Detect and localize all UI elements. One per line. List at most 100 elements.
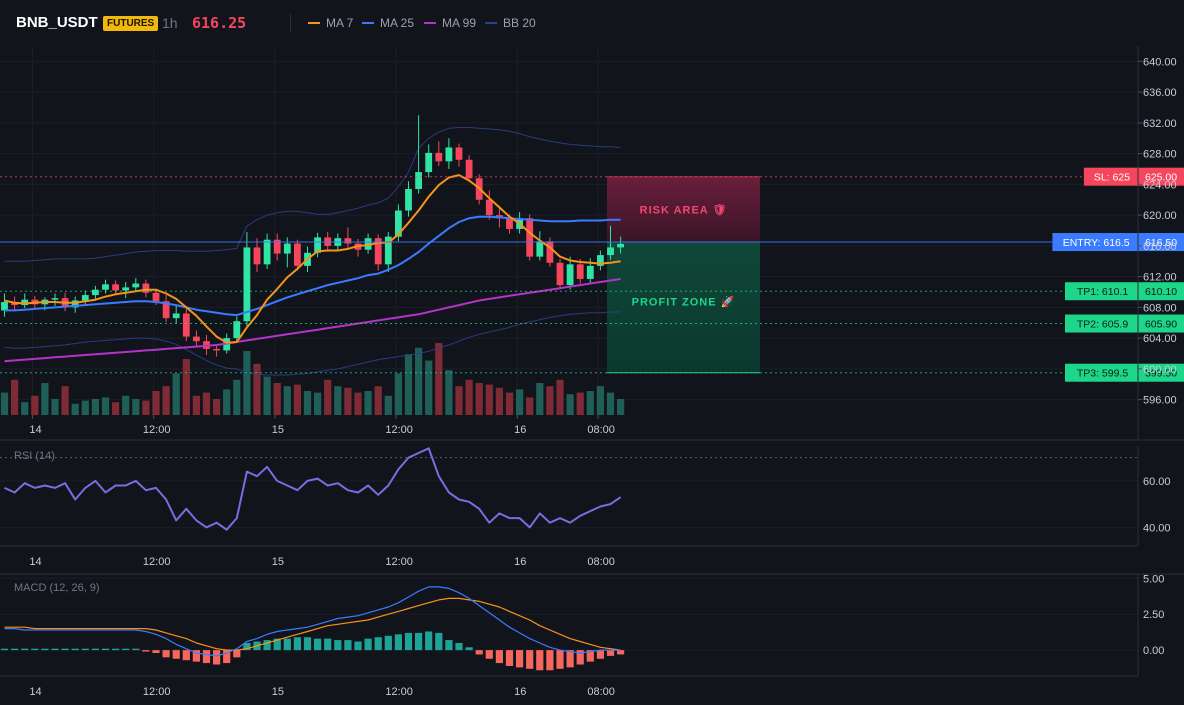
volume-bar [253,363,261,415]
legend-ma7[interactable]: MA 7 [308,16,353,30]
macd-histogram-bar [303,637,312,651]
candle[interactable] [324,232,332,251]
candle[interactable] [233,316,241,343]
volume-bar [495,387,503,415]
sl-price-box [1138,167,1184,186]
candle[interactable] [344,227,352,249]
macd-x-tick-label: 16 [514,686,526,698]
candle-body [51,298,59,300]
candle[interactable] [485,190,493,220]
candle[interactable] [112,280,119,296]
profit-zone-label: PROFIT ZONE 🚀 [632,295,736,308]
macd-x-tick-label: 12:00 [143,686,171,698]
candle[interactable] [384,232,392,273]
legend-ma99[interactable]: MA 99 [424,16,476,30]
macd-x-tick-label: 14 [29,686,41,698]
candle[interactable] [172,305,180,324]
candle[interactable] [51,293,59,306]
volume-bar [223,389,231,415]
tp-tag-box[interactable] [1065,282,1140,301]
tp-tag-box[interactable] [1065,363,1140,382]
candle[interactable] [576,258,584,284]
candle[interactable] [182,308,190,342]
volume-bar [101,397,110,415]
volume-bar [344,387,352,415]
candle[interactable] [243,232,251,326]
candle[interactable] [435,141,443,166]
volume-bar [0,392,9,415]
candle-body [273,239,281,254]
candle[interactable] [122,282,130,299]
symbol-label[interactable]: BNB_USDT [16,14,98,31]
candle[interactable] [193,330,200,348]
candle[interactable] [81,290,89,306]
volume-bar [273,383,281,415]
volume-bar [334,386,342,415]
candle[interactable] [142,279,150,298]
volume-bar [303,391,312,415]
candle[interactable] [374,234,382,271]
candle[interactable] [21,293,29,309]
macd-y-tick-label: 5.00 [1143,573,1164,585]
y-tick-label: 640.00 [1143,56,1177,68]
candle[interactable] [92,285,99,300]
header-divider [290,14,291,32]
candle[interactable] [465,155,473,183]
rsi-x-tick-label: 12:00 [143,556,171,568]
candle[interactable] [273,233,281,261]
candle-body [71,300,79,308]
candle[interactable] [162,295,170,322]
candle[interactable] [556,258,564,289]
tp-tag-label: TP3: 599.5 [1077,368,1129,380]
macd-histogram-bar [233,650,241,658]
candle[interactable] [314,232,321,258]
candle[interactable] [607,225,614,260]
candle[interactable] [263,233,271,269]
macd-histogram-bar [415,632,423,651]
legend-ma25[interactable]: MA 25 [362,16,414,30]
candle[interactable] [445,138,453,169]
candle[interactable] [566,256,574,290]
macd-histogram-bar [546,650,554,671]
candle-body [294,243,301,266]
candle[interactable] [294,239,301,271]
tp-tag-box[interactable] [1065,314,1140,333]
macd-histogram-bar [384,635,392,651]
candle[interactable] [71,296,79,313]
macd-histogram-bar [586,650,594,662]
volume-bar [162,386,170,415]
legend-bb20[interactable]: BB 20 [485,16,536,30]
macd-histogram-bar [213,650,221,665]
entry-tag-box[interactable] [1052,233,1140,252]
candle[interactable] [536,231,544,261]
candle[interactable] [526,214,534,261]
candle[interactable] [455,143,463,167]
candle[interactable] [415,115,422,194]
macd-histogram-bar [404,632,413,651]
candle[interactable] [425,144,433,178]
volume-bar [122,395,130,415]
candle[interactable] [132,278,140,292]
bb20-swatch-icon [485,21,497,24]
candle[interactable] [597,250,604,271]
volume-bar [152,391,160,415]
candle-body [81,295,89,301]
y-tick-label: 628.00 [1143,149,1177,161]
macd-y-tick-label: 2.50 [1143,609,1164,621]
macd-histogram-bar [576,650,584,665]
candle-body [415,172,422,189]
candle[interactable] [405,181,412,217]
x-tick-label: 12:00 [143,424,171,436]
candle[interactable] [253,238,261,273]
candle[interactable] [364,233,372,254]
macd-histogram-bar [435,632,443,651]
sl-tag-box[interactable] [1083,167,1140,186]
candle[interactable] [617,236,624,254]
volume-bar [404,354,413,415]
candle[interactable] [213,344,220,357]
candle[interactable] [1,293,8,317]
macd-histogram-bar [334,640,342,651]
timeframe-label[interactable]: 1h [162,15,178,31]
candle-body [233,321,241,339]
